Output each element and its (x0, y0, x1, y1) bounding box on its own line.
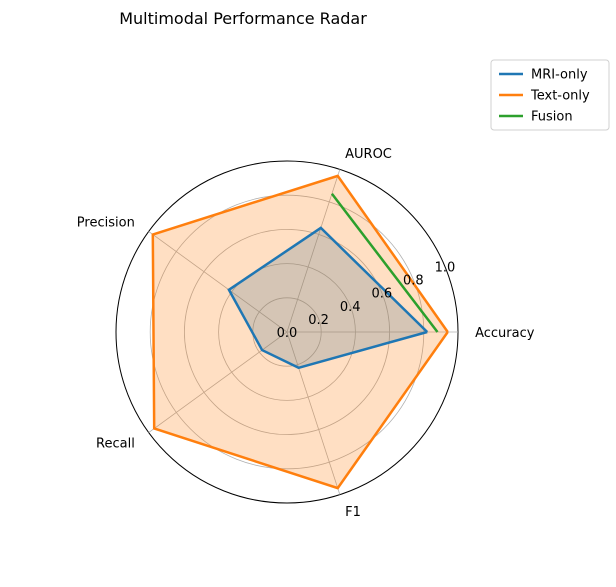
legend-label: Fusion (531, 110, 573, 125)
rtick-label: 0.0 (277, 326, 298, 341)
axis-labels: Accuracy AUROC Precision Recall F1 (77, 147, 535, 520)
legend-label: MRI-only (531, 68, 588, 83)
series-lines (151, 174, 449, 490)
text-only-line (151, 174, 449, 490)
legend-box (490, 59, 610, 131)
grid-spoke (148, 231, 288, 333)
axis-label-precision: Precision (77, 215, 135, 230)
grid-spoke (286, 169, 341, 333)
grid-spoke (148, 331, 288, 433)
rtick-label: 0.6 (371, 287, 392, 302)
chart-title: Multimodal Performance Radar (119, 9, 367, 28)
fusion-line (330, 193, 439, 333)
axis-label-accuracy: Accuracy (475, 326, 535, 341)
legend: MRI-only Text-only Fusion (490, 59, 610, 131)
rtick-label: 0.8 (403, 274, 424, 289)
text-only-area (152, 175, 448, 489)
mri-only-area (228, 227, 428, 368)
axis-label-auroc: AUROC (345, 147, 392, 162)
grid-spoke (286, 331, 341, 495)
axis-label-f1: F1 (345, 505, 361, 520)
rtick-label: 0.2 (308, 313, 329, 328)
axis-label-recall: Recall (96, 437, 135, 452)
series-areas (152, 175, 448, 489)
rtick-label: 0.4 (340, 300, 361, 315)
mri-only-line (227, 226, 429, 370)
radial-tick-labels: 0.0 0.2 0.4 0.6 0.8 1.0 (277, 261, 456, 341)
rtick-label: 1.0 (435, 261, 456, 276)
legend-label: Text-only (530, 89, 590, 104)
